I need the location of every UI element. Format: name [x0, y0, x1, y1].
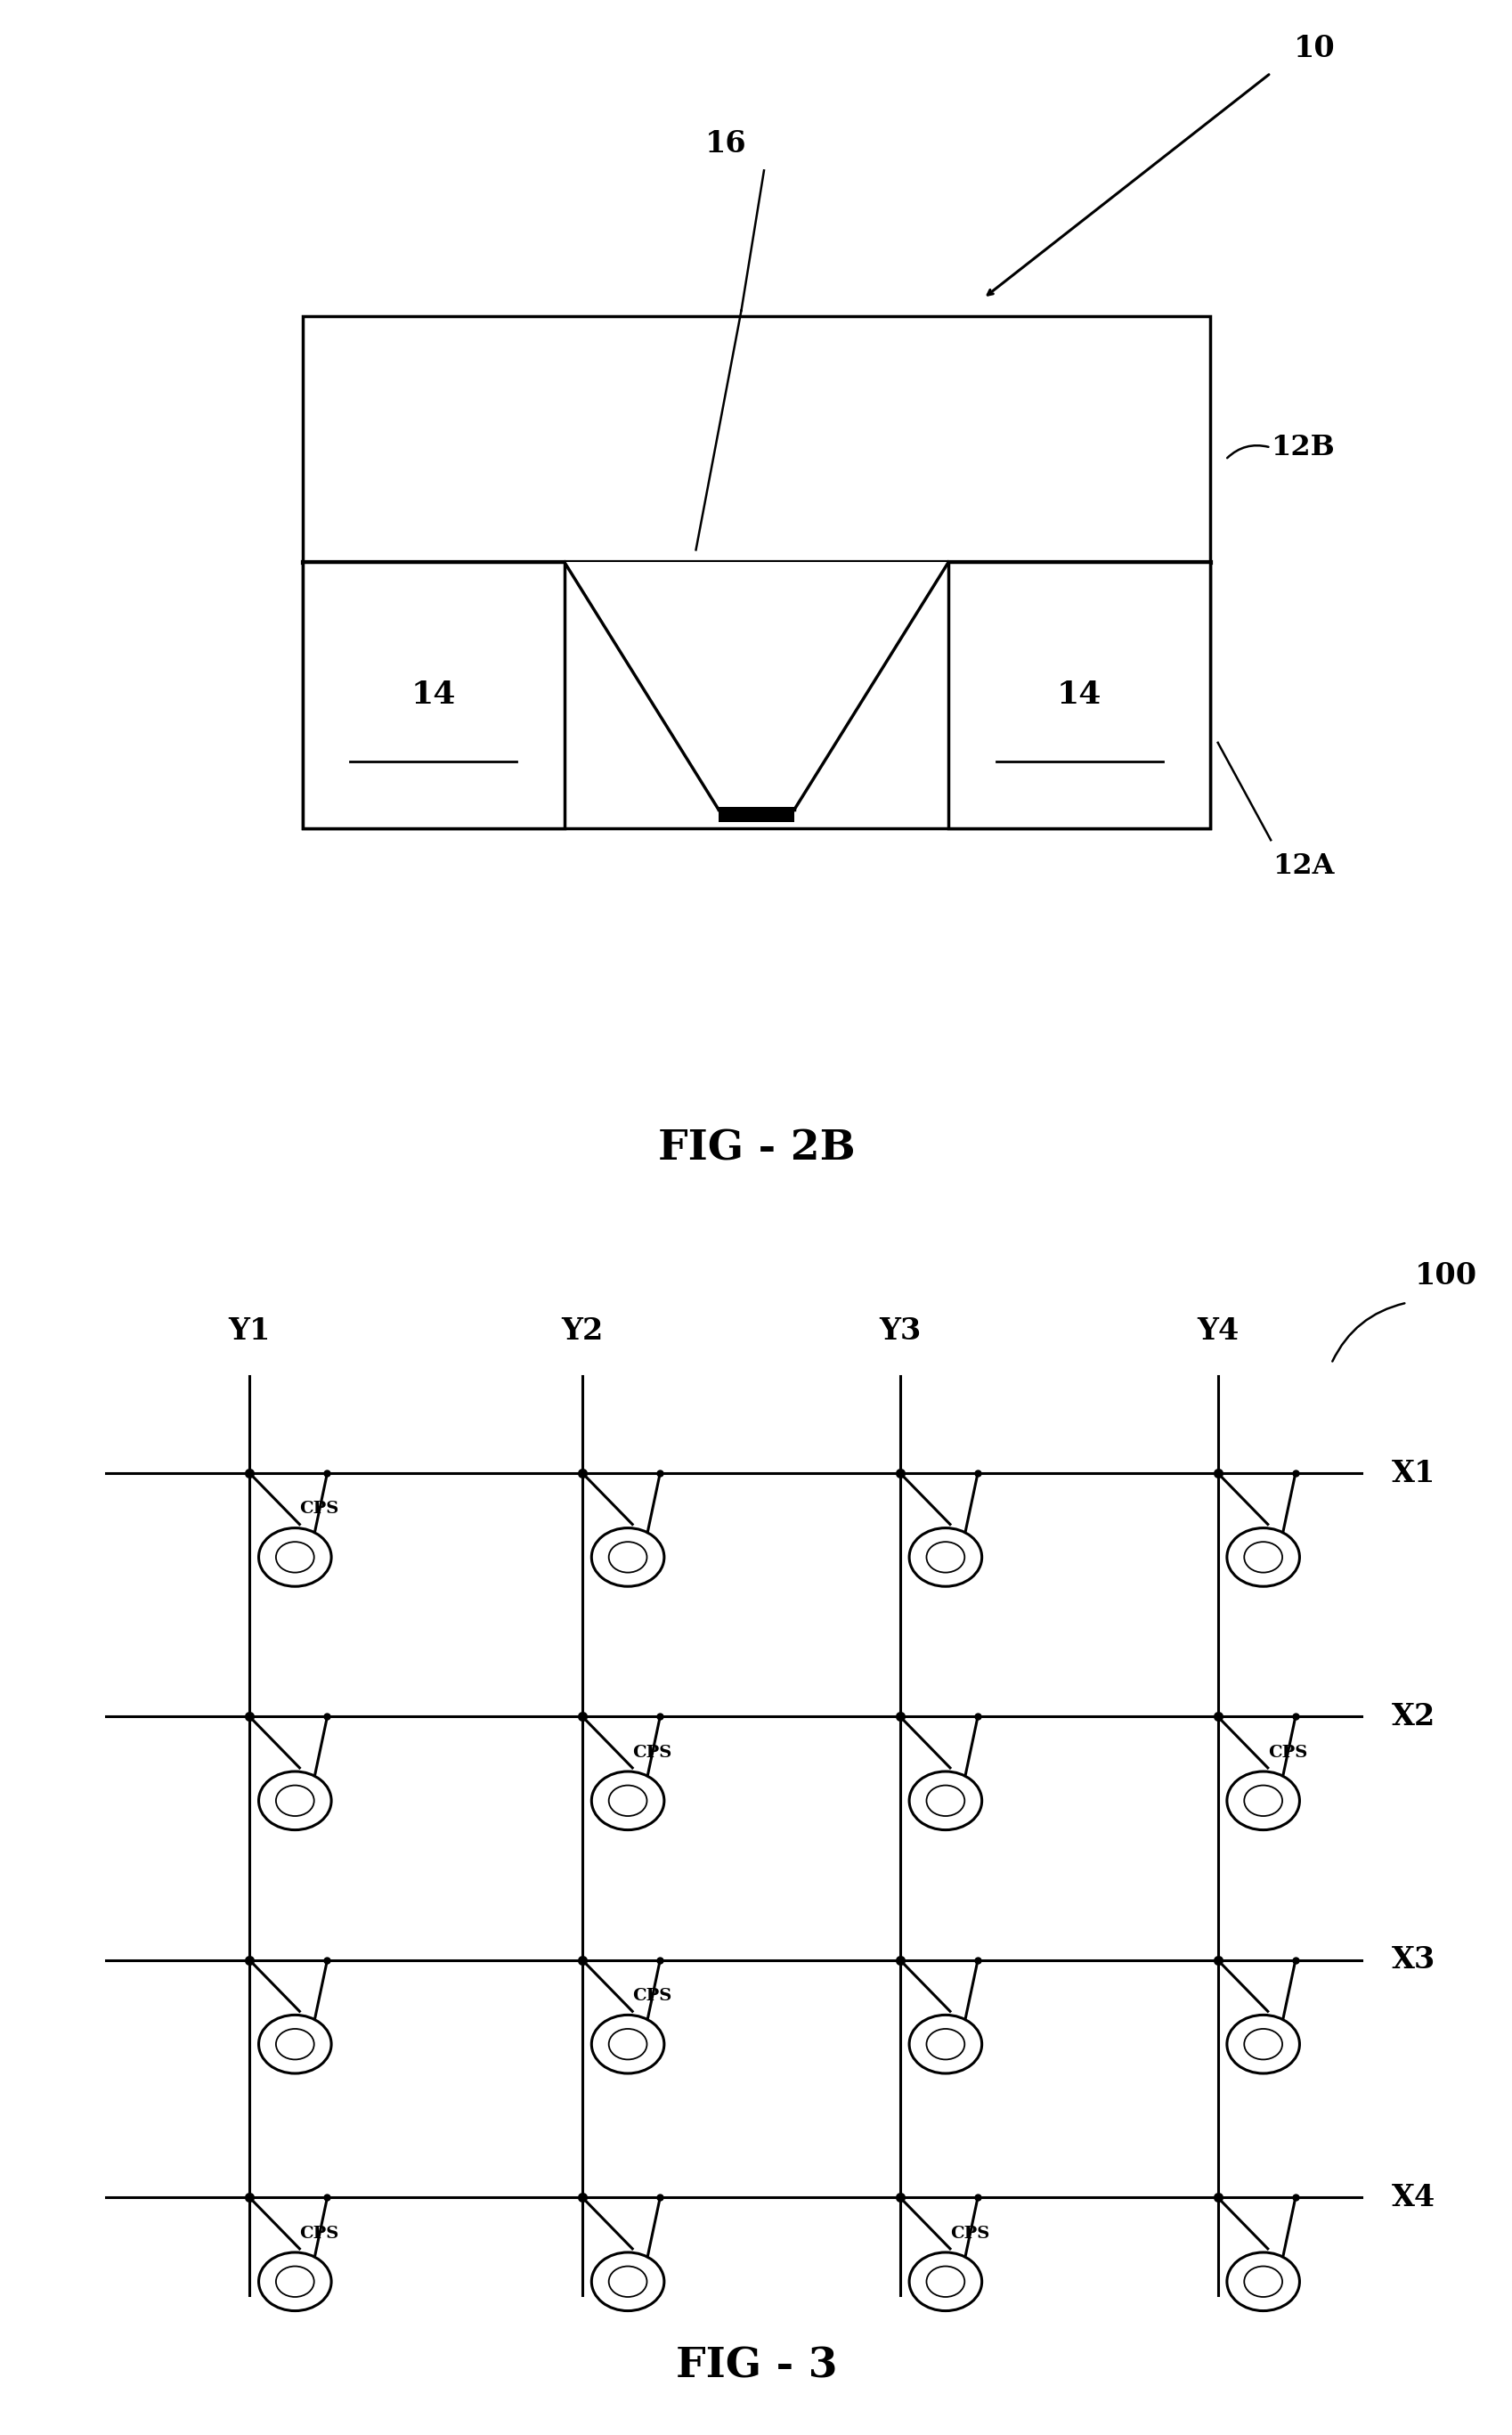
Text: 14: 14	[411, 679, 455, 711]
Circle shape	[275, 1541, 314, 1573]
Circle shape	[259, 2252, 331, 2311]
Circle shape	[1243, 2267, 1282, 2296]
Circle shape	[608, 1541, 647, 1573]
Text: CPS: CPS	[632, 1987, 671, 2004]
Circle shape	[925, 1785, 965, 1817]
Bar	[302, 562, 564, 828]
Circle shape	[909, 1773, 981, 1831]
Circle shape	[925, 2028, 965, 2060]
Circle shape	[608, 1785, 647, 1817]
Text: X1: X1	[1391, 1459, 1435, 1488]
Text: Y4: Y4	[1196, 1315, 1238, 1344]
Text: FIG - 2B: FIG - 2B	[658, 1127, 854, 1169]
Circle shape	[275, 2267, 314, 2296]
Text: Y2: Y2	[561, 1315, 603, 1344]
Text: Y1: Y1	[228, 1315, 271, 1344]
Text: CPS: CPS	[299, 2226, 339, 2240]
Circle shape	[925, 1541, 965, 1573]
Bar	[302, 317, 1210, 828]
Circle shape	[1243, 1541, 1282, 1573]
Text: 12A: 12A	[1272, 852, 1334, 879]
Text: 100: 100	[1414, 1261, 1476, 1291]
Text: X3: X3	[1391, 1946, 1435, 1975]
Circle shape	[909, 2016, 981, 2072]
Text: X4: X4	[1391, 2182, 1435, 2213]
Circle shape	[591, 2252, 664, 2311]
Circle shape	[608, 2267, 647, 2296]
Circle shape	[1226, 2252, 1299, 2311]
Text: CPS: CPS	[632, 1743, 671, 1761]
Circle shape	[275, 2028, 314, 2060]
Text: 14: 14	[1057, 679, 1101, 711]
Circle shape	[591, 1529, 664, 1588]
Text: CPS: CPS	[1267, 1743, 1306, 1761]
Text: 10: 10	[1293, 34, 1335, 63]
Text: CPS: CPS	[299, 1500, 339, 1517]
Circle shape	[608, 2028, 647, 2060]
Bar	[948, 562, 1210, 828]
Polygon shape	[564, 562, 948, 808]
Circle shape	[1243, 1785, 1282, 1817]
Circle shape	[259, 1773, 331, 1831]
Text: 16: 16	[705, 129, 747, 158]
Circle shape	[1226, 2016, 1299, 2072]
Text: X2: X2	[1391, 1702, 1435, 1731]
Circle shape	[259, 2016, 331, 2072]
Circle shape	[1226, 1773, 1299, 1831]
Text: CPS: CPS	[950, 2226, 989, 2240]
Circle shape	[591, 1773, 664, 1831]
Circle shape	[259, 1529, 331, 1588]
Text: Y3: Y3	[878, 1315, 921, 1344]
Circle shape	[925, 2267, 965, 2296]
Text: 12B: 12B	[1270, 433, 1334, 460]
Circle shape	[1226, 1529, 1299, 1588]
Circle shape	[909, 1529, 981, 1588]
Text: FIG - 3: FIG - 3	[676, 2345, 836, 2386]
Circle shape	[1243, 2028, 1282, 2060]
Bar	[718, 806, 794, 821]
Circle shape	[591, 2016, 664, 2072]
Circle shape	[909, 2252, 981, 2311]
Circle shape	[275, 1785, 314, 1817]
